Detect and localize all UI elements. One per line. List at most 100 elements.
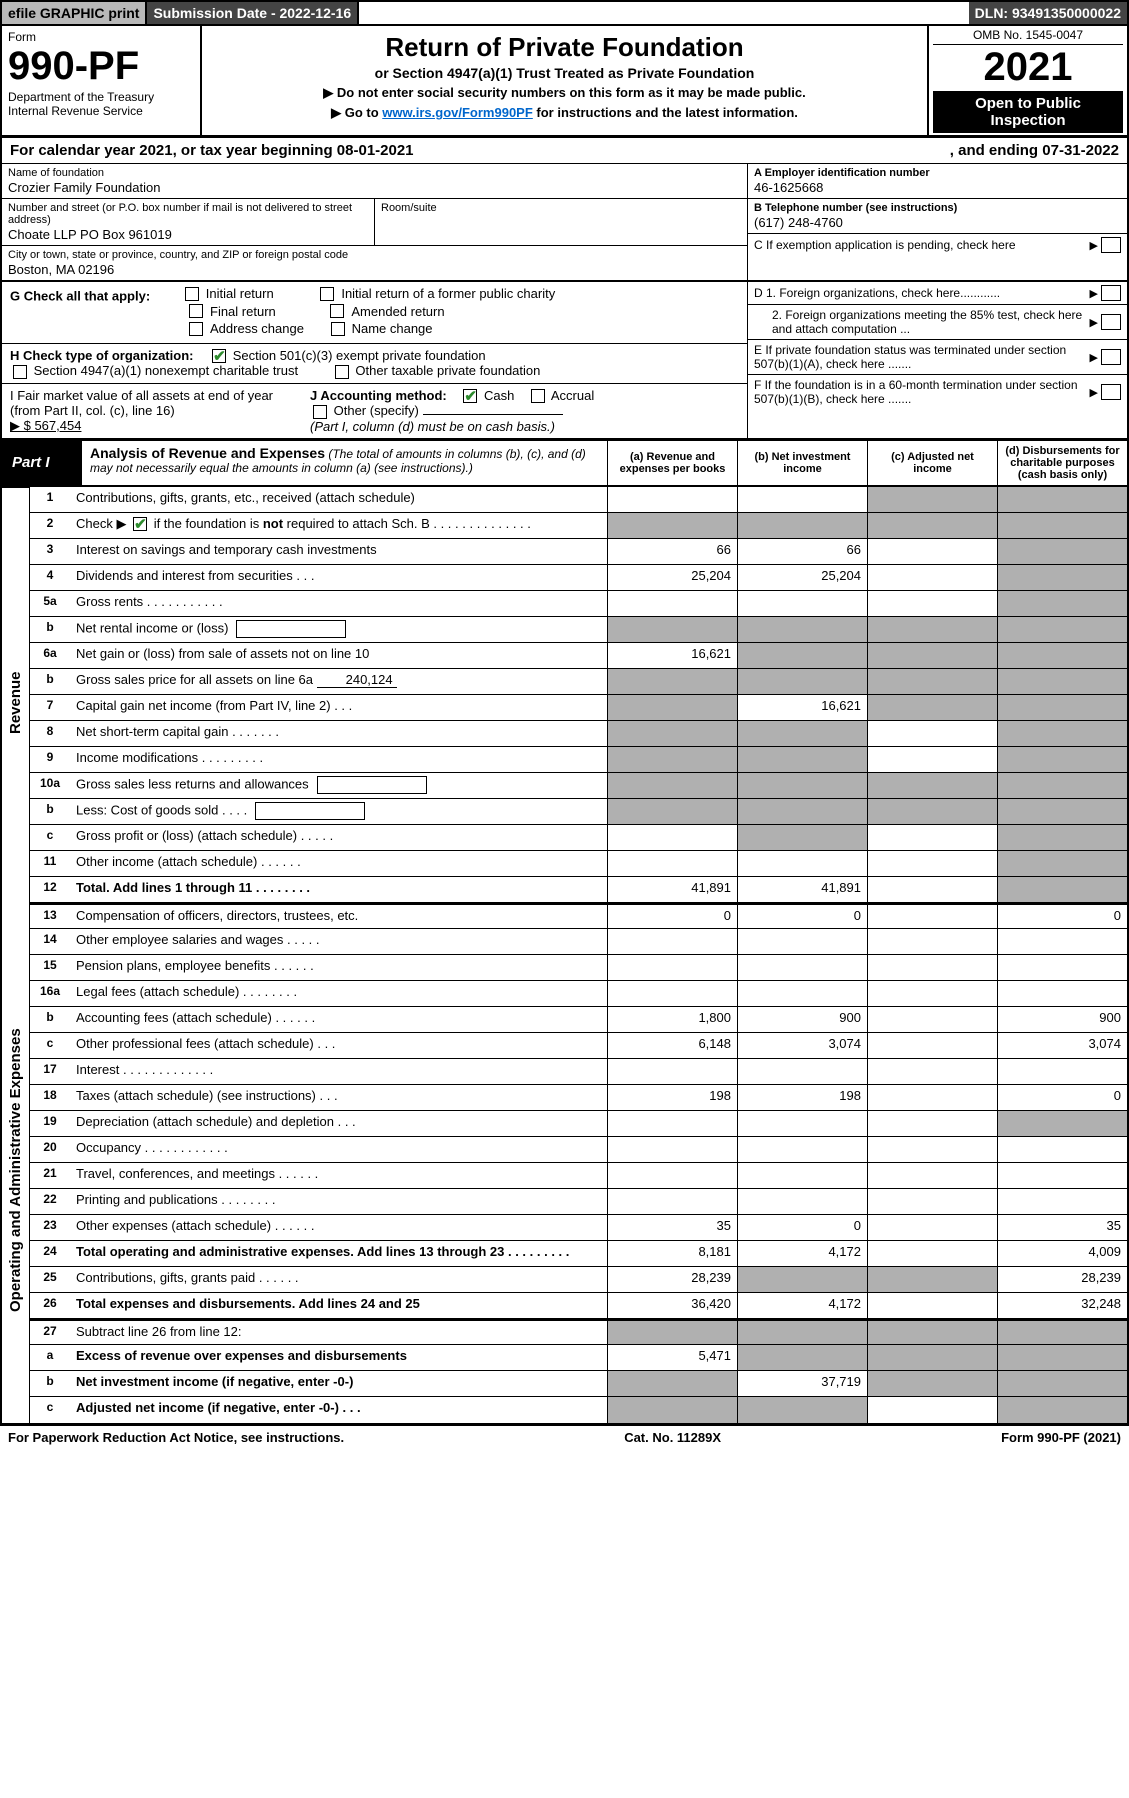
h-501c3-checkbox[interactable] — [212, 349, 226, 363]
amt-col-a — [607, 487, 737, 512]
line-number: 12 — [30, 877, 70, 902]
line-desc: Compensation of officers, directors, tru… — [70, 905, 607, 928]
amt-col-d: 32,248 — [997, 1293, 1127, 1318]
j-cash-checkbox[interactable] — [463, 389, 477, 403]
amt-col-b — [737, 825, 867, 850]
amt-col-c — [867, 1163, 997, 1188]
amt-col-b — [737, 669, 867, 694]
amt-col-c — [867, 539, 997, 564]
amt-col-a — [607, 981, 737, 1006]
form-link[interactable]: www.irs.gov/Form990PF — [382, 105, 533, 120]
line-desc: Gross rents . . . . . . . . . . . — [70, 591, 607, 616]
line-number: 27 — [30, 1321, 70, 1344]
line-number: 15 — [30, 955, 70, 980]
ghij-right: D 1. Foreign organizations, check here..… — [747, 282, 1127, 438]
line-number: 10a — [30, 773, 70, 798]
mini-input-box[interactable] — [317, 776, 427, 794]
g-opt-0: Initial return — [206, 286, 274, 301]
e-checkbox[interactable] — [1101, 349, 1121, 365]
line-desc: Interest on savings and temporary cash i… — [70, 539, 607, 564]
amt-col-b — [737, 617, 867, 642]
open-public-l2: Inspection — [935, 112, 1121, 129]
f-line: F If the foundation is in a 60-month ter… — [748, 375, 1127, 409]
inline-amount: 240,124 — [317, 672, 397, 688]
line-number: 3 — [30, 539, 70, 564]
form-title: Return of Private Foundation — [212, 32, 917, 63]
amt-col-d: 0 — [997, 1085, 1127, 1110]
line-desc: Contributions, gifts, grants paid . . . … — [70, 1267, 607, 1292]
phone-cell: B Telephone number (see instructions) (6… — [748, 199, 1127, 234]
mini-input-box[interactable] — [236, 620, 346, 638]
h-4947-checkbox[interactable] — [13, 365, 27, 379]
table-row: 19Depreciation (attach schedule) and dep… — [30, 1111, 1127, 1137]
table-row: 10aGross sales less returns and allowanc… — [30, 773, 1127, 799]
h-o1: Section 501(c)(3) exempt private foundat… — [233, 348, 486, 363]
c-checkbox[interactable] — [1101, 237, 1121, 253]
h-row: H Check type of organization: Section 50… — [2, 344, 747, 384]
amt-col-c — [867, 1137, 997, 1162]
line-desc: Net rental income or (loss) — [70, 617, 607, 642]
amt-col-a — [607, 747, 737, 772]
city: Boston, MA 02196 — [8, 262, 741, 277]
line-number: 7 — [30, 695, 70, 720]
amt-col-b — [737, 773, 867, 798]
j-other-checkbox[interactable] — [313, 405, 327, 419]
table-row: bAccounting fees (attach schedule) . . .… — [30, 1007, 1127, 1033]
amt-col-b — [737, 721, 867, 746]
amt-col-c — [867, 565, 997, 590]
form-header: Form 990-PF Department of the Treasury I… — [0, 26, 1129, 135]
amt-col-c — [867, 1293, 997, 1318]
table-row: 7Capital gain net income (from Part IV, … — [30, 695, 1127, 721]
city-label: City or town, state or province, country… — [8, 249, 741, 261]
line-desc: Gross sales less returns and allowances — [70, 773, 607, 798]
line-desc: Depreciation (attach schedule) and deple… — [70, 1111, 607, 1136]
table-row: cOther professional fees (attach schedul… — [30, 1033, 1127, 1059]
c-line: C If exemption application is pending, c… — [748, 234, 1127, 256]
page-footer: For Paperwork Reduction Act Notice, see … — [0, 1425, 1129, 1449]
mini-input-box[interactable] — [255, 802, 365, 820]
line-desc: Net short-term capital gain . . . . . . … — [70, 721, 607, 746]
schb-checkbox[interactable] — [133, 517, 147, 531]
line-number: 26 — [30, 1293, 70, 1318]
g-amended-checkbox[interactable] — [330, 304, 344, 318]
amt-col-a — [607, 513, 737, 538]
table-row: 25Contributions, gifts, grants paid . . … — [30, 1267, 1127, 1293]
table-row: bLess: Cost of goods sold . . . . — [30, 799, 1127, 825]
table-row: 9Income modifications . . . . . . . . . — [30, 747, 1127, 773]
g-former-charity-checkbox[interactable] — [320, 287, 334, 301]
d1-checkbox[interactable] — [1101, 285, 1121, 301]
d2-checkbox[interactable] — [1101, 314, 1121, 330]
j-accrual-checkbox[interactable] — [531, 389, 545, 403]
g-name-change-checkbox[interactable] — [331, 322, 345, 336]
table-row: 21Travel, conferences, and meetings . . … — [30, 1163, 1127, 1189]
line-desc: Accounting fees (attach schedule) . . . … — [70, 1007, 607, 1032]
e-line: E If private foundation status was termi… — [748, 340, 1127, 375]
amt-col-c — [867, 1241, 997, 1266]
d2-line: 2. Foreign organizations meeting the 85%… — [748, 305, 1127, 340]
g-final-return-checkbox[interactable] — [189, 304, 203, 318]
amt-col-b — [737, 1397, 867, 1423]
amt-col-b — [737, 929, 867, 954]
d1-label: D 1. Foreign organizations, check here..… — [754, 286, 1090, 300]
amt-col-b: 900 — [737, 1007, 867, 1032]
amt-col-b — [737, 1189, 867, 1214]
header-right: OMB No. 1545-0047 2021 Open to Public In… — [927, 26, 1127, 135]
table-body: 1Contributions, gifts, grants, etc., rec… — [30, 487, 1127, 1423]
form-number: 990-PF — [8, 46, 194, 86]
g-address-change-checkbox[interactable] — [189, 322, 203, 336]
line-number: 21 — [30, 1163, 70, 1188]
form-subtitle: or Section 4947(a)(1) Trust Treated as P… — [212, 65, 917, 81]
amt-col-d — [997, 1059, 1127, 1084]
f-checkbox[interactable] — [1101, 384, 1121, 400]
header-left: Form 990-PF Department of the Treasury I… — [2, 26, 202, 135]
g-opt-4: Amended return — [351, 304, 444, 319]
amt-col-c — [867, 1033, 997, 1058]
amt-col-a — [607, 1189, 737, 1214]
g-initial-return-checkbox[interactable] — [185, 287, 199, 301]
amt-col-a: 8,181 — [607, 1241, 737, 1266]
line-desc: Check ▶ if the foundation is not require… — [70, 513, 607, 538]
h-other-checkbox[interactable] — [335, 365, 349, 379]
col-d-head: (d) Disbursements for charitable purpose… — [997, 441, 1127, 485]
table-row: 12Total. Add lines 1 through 11 . . . . … — [30, 877, 1127, 903]
line-number: a — [30, 1345, 70, 1370]
